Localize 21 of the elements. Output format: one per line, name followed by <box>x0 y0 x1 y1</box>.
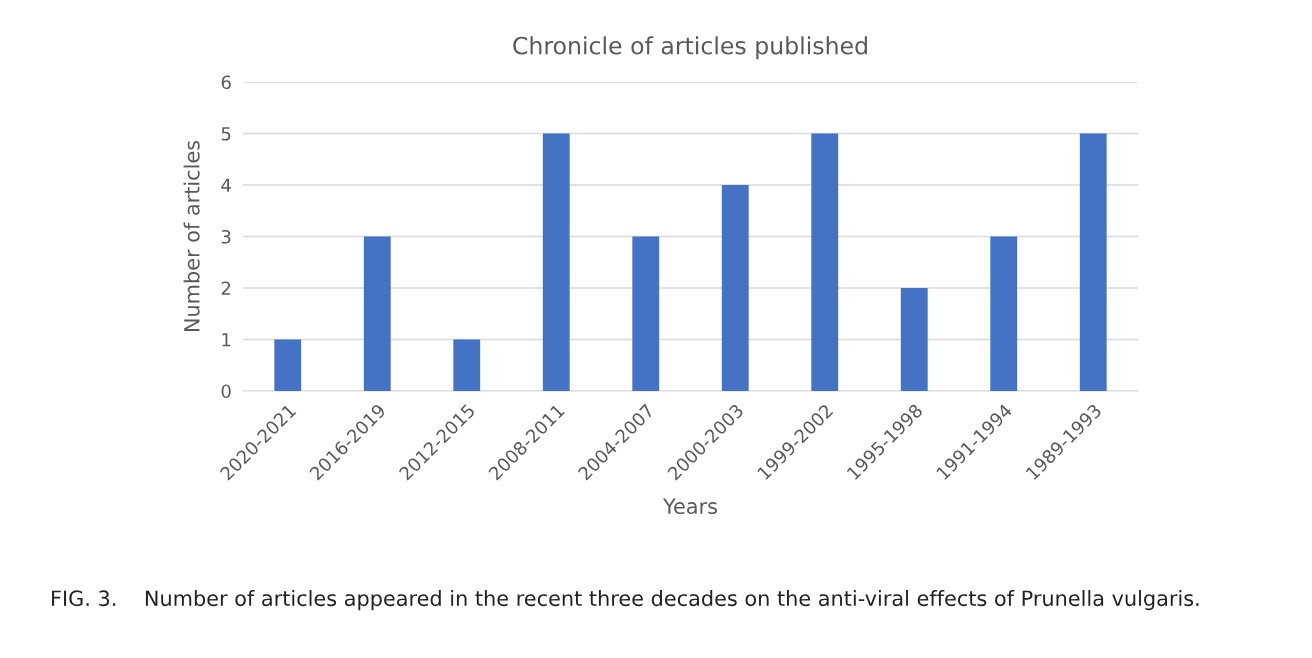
y-tick-label: 3 <box>221 229 231 244</box>
chart-title: Chronicle of articles published <box>513 36 867 60</box>
y-tick-label: 6 <box>221 75 231 90</box>
bar <box>363 236 391 391</box>
y-tick-label: 0 <box>221 384 231 399</box>
y-axis-title: Number of articles <box>183 140 200 332</box>
bar <box>274 339 302 391</box>
bar <box>900 288 928 391</box>
bar <box>453 339 481 391</box>
bar <box>811 133 839 391</box>
bar <box>542 133 570 391</box>
y-tick-label: 1 <box>222 333 231 347</box>
bar <box>721 185 749 391</box>
y-tick-label: 5 <box>221 127 231 141</box>
bar <box>1079 133 1107 391</box>
y-tick-label: 4 <box>221 178 231 192</box>
y-tick-label: 2 <box>221 281 231 295</box>
bar <box>632 236 660 391</box>
x-axis-title: Years <box>662 498 717 515</box>
bar <box>990 236 1018 391</box>
caption: FIG. 3. Number of articles appeared in the recent three decades on the anti-viral effects of Prunella vulgaris. <box>52 590 1199 611</box>
